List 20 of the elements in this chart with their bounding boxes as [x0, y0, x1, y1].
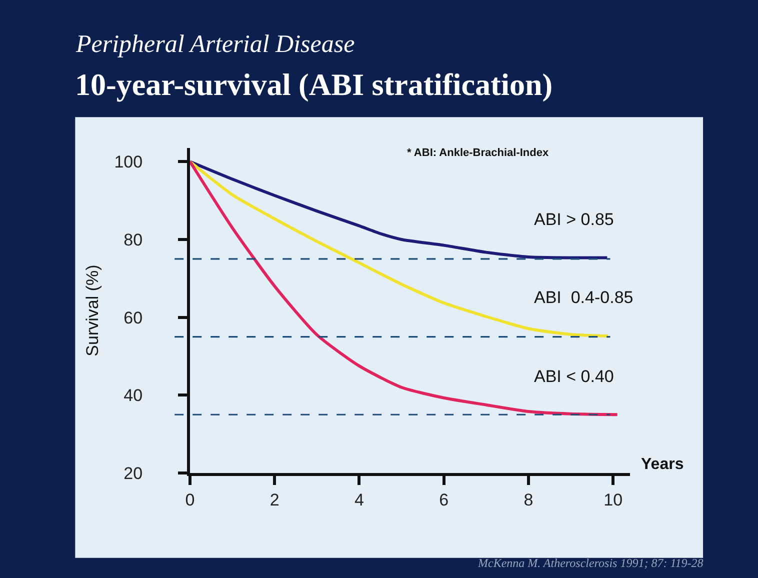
annotation: * ABI: Ankle-Brachial-Index: [407, 147, 550, 159]
x-tick-label: 10: [604, 490, 623, 510]
y-tick-label: 100: [114, 152, 143, 172]
x-tick-label: 4: [354, 490, 364, 510]
y-axis-title: Survival (%): [82, 264, 102, 356]
series-label: ABI < 0.40: [534, 367, 614, 386]
x-tick-label: 0: [185, 490, 195, 510]
y-tick-label: 20: [124, 464, 143, 483]
x-tick-label: 6: [439, 490, 449, 510]
chart-title: 10-year-survival (ABI stratification): [75, 67, 553, 102]
x-tick-label: 8: [524, 490, 534, 510]
y-tick-label: 40: [124, 386, 143, 406]
text: McKenna M. Atherosclerosis 1991; 87: 119-28: [477, 556, 704, 570]
series-label: ABI 0.4-0.85: [534, 288, 634, 307]
x-axis-title: Years: [641, 456, 684, 473]
series-label: ABI > 0.85: [534, 210, 614, 229]
y-tick-label: 60: [124, 308, 143, 328]
y-tick-label: 80: [124, 230, 143, 250]
chart-subtitle: Peripheral Arterial Disease: [75, 31, 355, 58]
x-tick-label: 2: [270, 490, 280, 510]
